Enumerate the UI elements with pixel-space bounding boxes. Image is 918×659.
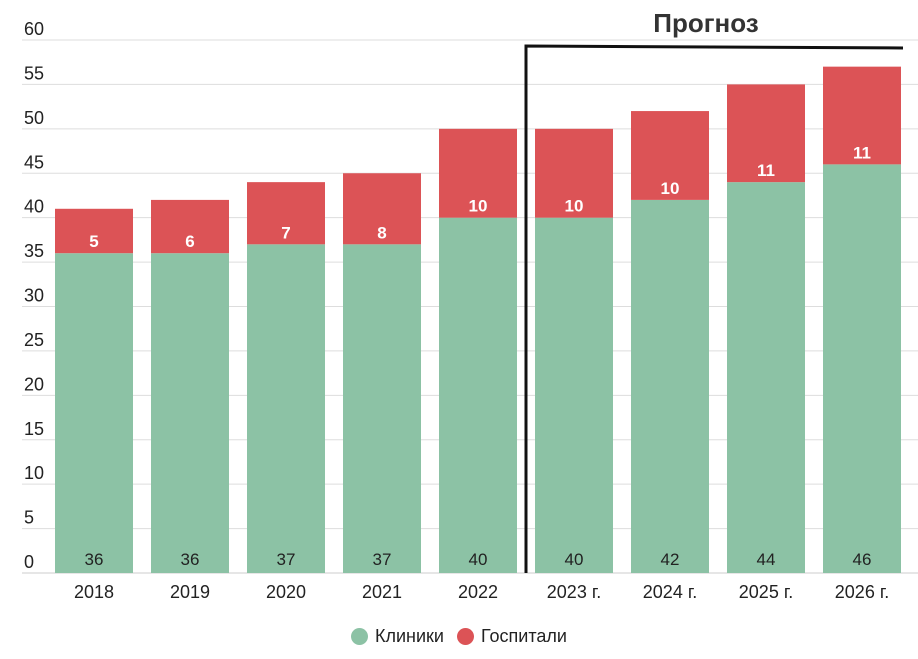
x-tick-2020: 2020 xyxy=(266,582,306,602)
legend-label-hospitals: Госпитали xyxy=(481,626,567,646)
bar-clinics-2018 xyxy=(55,253,133,573)
label-clinics-2026 г.: 46 xyxy=(853,550,872,569)
legend-label-clinics: Клиники xyxy=(375,626,444,646)
bar-clinics-2020 xyxy=(247,244,325,574)
bar-hospitals-2018 xyxy=(55,208,133,254)
label-clinics-2020: 37 xyxy=(277,550,296,569)
bar-hospitals-2021 xyxy=(343,173,421,245)
x-tick-2018: 2018 xyxy=(74,582,114,602)
x-tick-2019: 2019 xyxy=(170,582,210,602)
y-tick-5: 5 xyxy=(24,508,34,528)
legend-swatch-hospitals xyxy=(457,628,474,645)
label-hospitals-2025 г.: 11 xyxy=(757,161,775,180)
y-tick-30: 30 xyxy=(24,286,44,306)
forecast-bracket xyxy=(524,44,904,573)
bar-clinics-2021 xyxy=(343,244,421,574)
bars: 36 5 36 6 37 7 37 8 40 10 40 10 42 10 44 11 46 11 xyxy=(55,66,901,574)
label-hospitals-2018: 5 xyxy=(89,232,98,251)
x-tick-2026 г.: 2026 г. xyxy=(835,582,889,602)
y-tick-25: 25 xyxy=(24,330,44,350)
stacked-bar-chart: 0 5 10 15 20 25 30 35 40 45 50 55 60 36 5 36 6 37 7 37 8 40 1… xyxy=(22,8,918,602)
legend-item-clinics: Клиники xyxy=(351,626,444,647)
x-tick-2024 г.: 2024 г. xyxy=(643,582,697,602)
label-hospitals-2021: 8 xyxy=(377,223,386,242)
label-clinics-2025 г.: 44 xyxy=(757,550,776,569)
bar-hospitals-2023 г. xyxy=(535,128,613,218)
label-clinics-2021: 37 xyxy=(373,550,392,569)
y-tick-20: 20 xyxy=(24,374,44,394)
bar-clinics-2023 г. xyxy=(535,217,613,573)
bar-hospitals-2020 xyxy=(247,182,325,245)
label-hospitals-2023 г.: 10 xyxy=(565,197,584,216)
bar-hospitals-2019 xyxy=(151,199,229,254)
bar-clinics-2022 xyxy=(439,217,517,573)
legend-swatch-clinics xyxy=(351,628,369,645)
bar-hospitals-2022 xyxy=(439,128,517,218)
x-axis: 2018 2019 2020 2021 2022 2023 г. 2024 г. 2025 г… xyxy=(74,582,889,602)
label-clinics-2024 г.: 42 xyxy=(661,550,680,569)
x-tick-2023 г.: 2023 г. xyxy=(547,582,601,602)
label-clinics-2019: 36 xyxy=(181,550,200,569)
x-tick-2021: 2021 xyxy=(362,582,402,602)
bar-clinics-2026 г. xyxy=(823,164,901,573)
y-tick-40: 40 xyxy=(24,197,44,217)
y-tick-55: 55 xyxy=(24,63,44,83)
bar-hospitals-2024 г. xyxy=(631,111,709,200)
bar-clinics-2025 г. xyxy=(727,182,805,573)
bar-hospitals-2025 г. xyxy=(727,84,805,183)
y-tick-50: 50 xyxy=(24,108,44,128)
y-tick-15: 15 xyxy=(24,419,44,439)
forecast-label: Прогноз xyxy=(653,8,759,38)
bar-hospitals-2026 г. xyxy=(823,66,901,165)
bar-clinics-2019 xyxy=(151,253,229,573)
label-clinics-2022: 40 xyxy=(469,550,488,569)
x-tick-2022: 2022 xyxy=(458,582,498,602)
y-tick-45: 45 xyxy=(24,152,44,172)
x-tick-2025 г.: 2025 г. xyxy=(739,582,793,602)
bar-clinics-2024 г. xyxy=(631,199,709,573)
y-tick-60: 60 xyxy=(24,19,44,39)
label-clinics-2018: 36 xyxy=(85,550,104,569)
label-hospitals-2024 г.: 10 xyxy=(661,179,680,198)
y-tick-10: 10 xyxy=(24,463,44,483)
y-tick-0: 0 xyxy=(24,552,34,572)
y-axis: 0 5 10 15 20 25 30 35 40 45 50 55 60 xyxy=(24,19,44,572)
label-hospitals-2026 г.: 11 xyxy=(853,143,871,162)
legend: Клиники Госпитали xyxy=(0,626,918,650)
label-hospitals-2020: 7 xyxy=(281,223,290,242)
legend-item-hospitals: Госпитали xyxy=(457,626,567,647)
y-tick-35: 35 xyxy=(24,241,44,261)
label-clinics-2023 г.: 40 xyxy=(565,550,584,569)
label-hospitals-2022: 10 xyxy=(469,197,488,216)
label-hospitals-2019: 6 xyxy=(185,232,194,251)
forecast-annotation: Прогноз xyxy=(524,8,904,573)
